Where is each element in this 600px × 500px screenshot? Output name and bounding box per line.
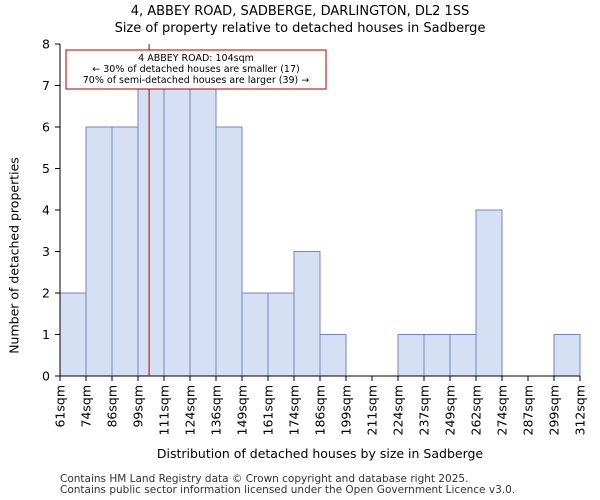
bar-111sqm <box>163 85 191 377</box>
bar-99sqm <box>137 85 165 377</box>
bar-186sqm <box>319 334 347 377</box>
y-tick-label: 4 <box>42 203 50 218</box>
bar-61sqm <box>59 292 87 377</box>
bar-224sqm <box>397 334 425 377</box>
x-tick-label: 161sqm <box>261 385 276 435</box>
x-tick-label: 237sqm <box>417 385 432 435</box>
bars-group <box>59 85 581 377</box>
bar-299sqm <box>553 334 581 377</box>
x-tick-label: 211sqm <box>365 385 380 435</box>
x-tick-label: 174sqm <box>287 385 302 435</box>
x-tick-label: 99sqm <box>131 385 146 428</box>
x-tick-label: 136sqm <box>209 385 224 435</box>
x-tick-label: 249sqm <box>443 385 458 435</box>
y-tick-label: 0 <box>42 369 50 384</box>
x-tick-label: 86sqm <box>105 385 120 428</box>
annotation-group: 4 ABBEY ROAD: 104sqm← 30% of detached ho… <box>65 49 327 90</box>
x-tick-label: 61sqm <box>53 385 68 428</box>
annotation-line-3: 70% of semi-detached houses are larger (… <box>83 75 310 86</box>
bar-249sqm <box>449 334 477 377</box>
x-axis-label: Distribution of detached houses by size … <box>156 446 484 461</box>
x-tick-label: 124sqm <box>183 385 198 435</box>
bar-86sqm <box>111 126 139 377</box>
bar-124sqm <box>189 85 217 377</box>
bar-136sqm <box>215 126 243 377</box>
x-tick-label: 262sqm <box>469 385 484 435</box>
annotation-line-1: 4 ABBEY ROAD: 104sqm <box>138 53 254 64</box>
bar-161sqm <box>267 292 295 377</box>
x-tick-label: 287sqm <box>521 385 536 435</box>
bar-149sqm <box>241 292 269 377</box>
footer-line-1: Contains HM Land Registry data © Crown c… <box>60 473 469 485</box>
y-tick-label: 2 <box>42 286 50 301</box>
x-tick-label: 224sqm <box>391 385 406 435</box>
y-tick-label: 5 <box>42 161 50 176</box>
x-tick-label: 111sqm <box>157 385 172 435</box>
chart-title-address: 4, ABBEY ROAD, SADBERGE, DARLINGTON, DL2… <box>130 4 470 19</box>
annotation-line-2: ← 30% of detached houses are smaller (17… <box>92 64 299 75</box>
annotation-box <box>65 49 327 90</box>
x-tick-label: 312sqm <box>573 385 588 435</box>
x-tick-label: 149sqm <box>235 385 250 435</box>
bar-262sqm <box>475 209 503 377</box>
y-tick-label: 7 <box>42 78 50 93</box>
x-tick-label: 186sqm <box>313 385 328 435</box>
y-tick-label: 8 <box>42 37 50 52</box>
y-axis-label: Number of detached properties <box>6 157 22 354</box>
bar-74sqm <box>85 126 113 377</box>
footer-line-2: Contains public sector information licen… <box>60 484 516 496</box>
x-tick-label: 299sqm <box>547 385 562 435</box>
y-tick-label: 3 <box>42 244 50 259</box>
y-axis: 0 1 2 3 4 5 6 7 8 <box>42 37 61 384</box>
x-tick-label: 199sqm <box>339 385 354 435</box>
x-axis: 61sqm 74sqm 86sqm 99sqm 111sqm 124sqm 136sqm 14… <box>53 375 588 435</box>
chart-title: Size of property relative to detached ho… <box>114 21 486 36</box>
bar-237sqm <box>423 334 451 377</box>
y-tick-label: 1 <box>42 327 50 342</box>
x-tick-label: 274sqm <box>495 385 510 435</box>
bar-174sqm <box>293 251 321 377</box>
y-tick-label: 6 <box>42 120 50 135</box>
x-tick-label: 74sqm <box>79 385 94 428</box>
